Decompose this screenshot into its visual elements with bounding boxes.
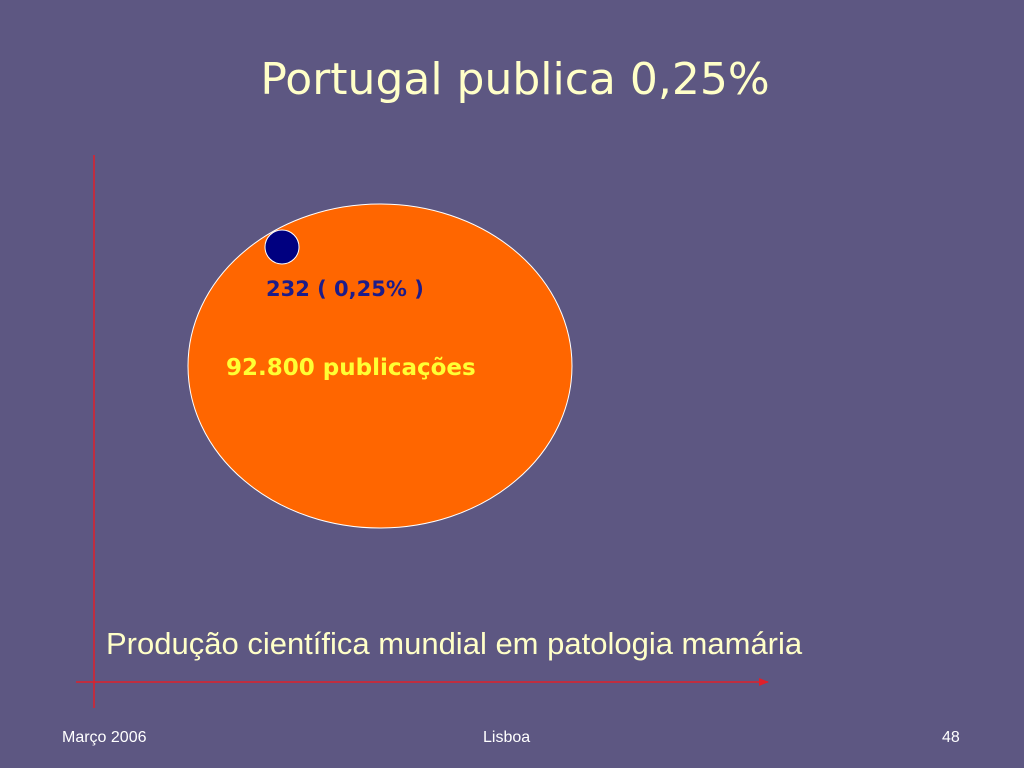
- footer-page-number: 48: [942, 729, 960, 746]
- axis-caption: Produção científica mundial em patologia…: [106, 626, 803, 661]
- slide-title: Portugal publica 0,25%: [260, 54, 770, 105]
- footer-location: Lisboa: [483, 729, 531, 746]
- portugal-count-label: 232 ( 0,25% ): [266, 277, 424, 301]
- world-publications-circle: [187, 203, 573, 529]
- footer-date: Março 2006: [62, 729, 147, 746]
- portugal-publications-circle: [264, 229, 300, 265]
- world-count-label: 92.800 publicações: [226, 355, 476, 381]
